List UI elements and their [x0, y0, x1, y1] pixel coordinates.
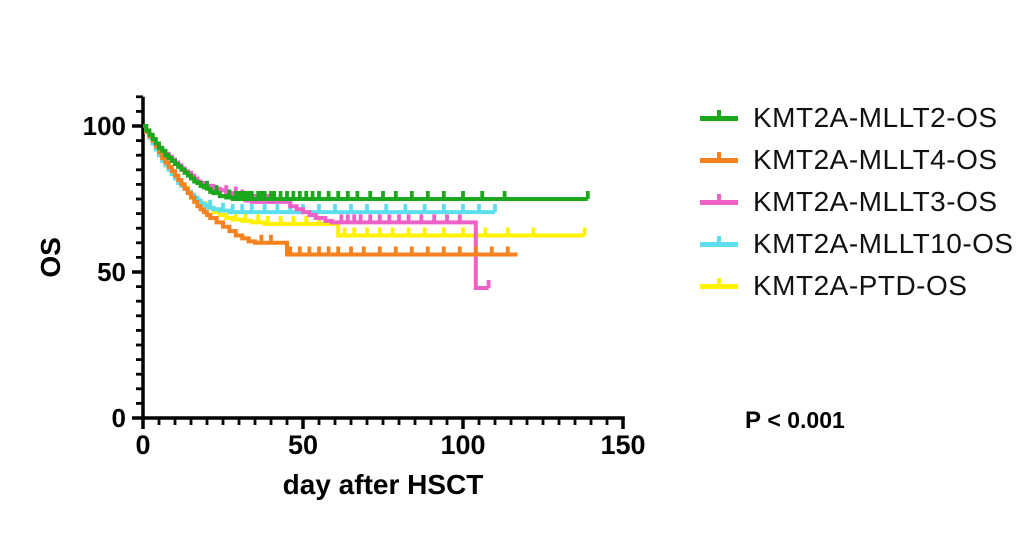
- legend-item-kmt2a-mllt10-os: KMT2A-MLLT10-OS: [700, 223, 1014, 265]
- legend-label: KMT2A-MLLT2-OS: [753, 102, 998, 133]
- x-tick-label: 150: [600, 430, 645, 460]
- legend-line-marker: [700, 152, 738, 168]
- legend-item-kmt2a-mllt3-os: KMT2A-MLLT3-OS: [700, 181, 1014, 223]
- legend-item-kmt2a-ptd-os: KMT2A-PTD-OS: [700, 265, 1014, 307]
- legend-line-marker: [700, 194, 738, 210]
- y-tick-label: 0: [112, 403, 126, 433]
- series-curve-kmt2a-mllt3-os: [143, 124, 489, 291]
- series-curve-kmt2a-mllt4-os: [143, 124, 518, 257]
- legend-label: KMT2A-PTD-OS: [753, 270, 968, 301]
- y-tick-label: 100: [83, 111, 126, 141]
- legend-label: KMT2A-MLLT3-OS: [753, 186, 998, 217]
- legend-item-kmt2a-mllt2-os: KMT2A-MLLT2-OS: [700, 97, 1014, 139]
- x-axis-title: day after HSCT: [283, 469, 484, 500]
- legend: KMT2A-MLLT2-OS KMT2A-MLLT4-OS KMT2A-MLLT…: [700, 97, 1014, 307]
- p-value: P < 0.001: [745, 407, 845, 435]
- legend-line-marker: [700, 236, 738, 252]
- x-tick-label: 100: [440, 430, 485, 460]
- legend-line-marker: [700, 110, 738, 126]
- y-tick-label: 50: [97, 257, 126, 287]
- legend-line-marker: [700, 278, 738, 294]
- x-tick-label: 0: [135, 430, 150, 460]
- x-tick-label: 50: [288, 430, 318, 460]
- legend-label: KMT2A-MLLT4-OS: [753, 144, 998, 175]
- series-curve-kmt2a-mllt2-os: [143, 124, 588, 201]
- p-value-prefix: P: [745, 407, 762, 434]
- p-value-text: < 0.001: [761, 407, 845, 433]
- legend-item-kmt2a-mllt4-os: KMT2A-MLLT4-OS: [700, 139, 1014, 181]
- y-axis-title: OS: [35, 237, 66, 277]
- legend-label: KMT2A-MLLT10-OS: [753, 228, 1014, 259]
